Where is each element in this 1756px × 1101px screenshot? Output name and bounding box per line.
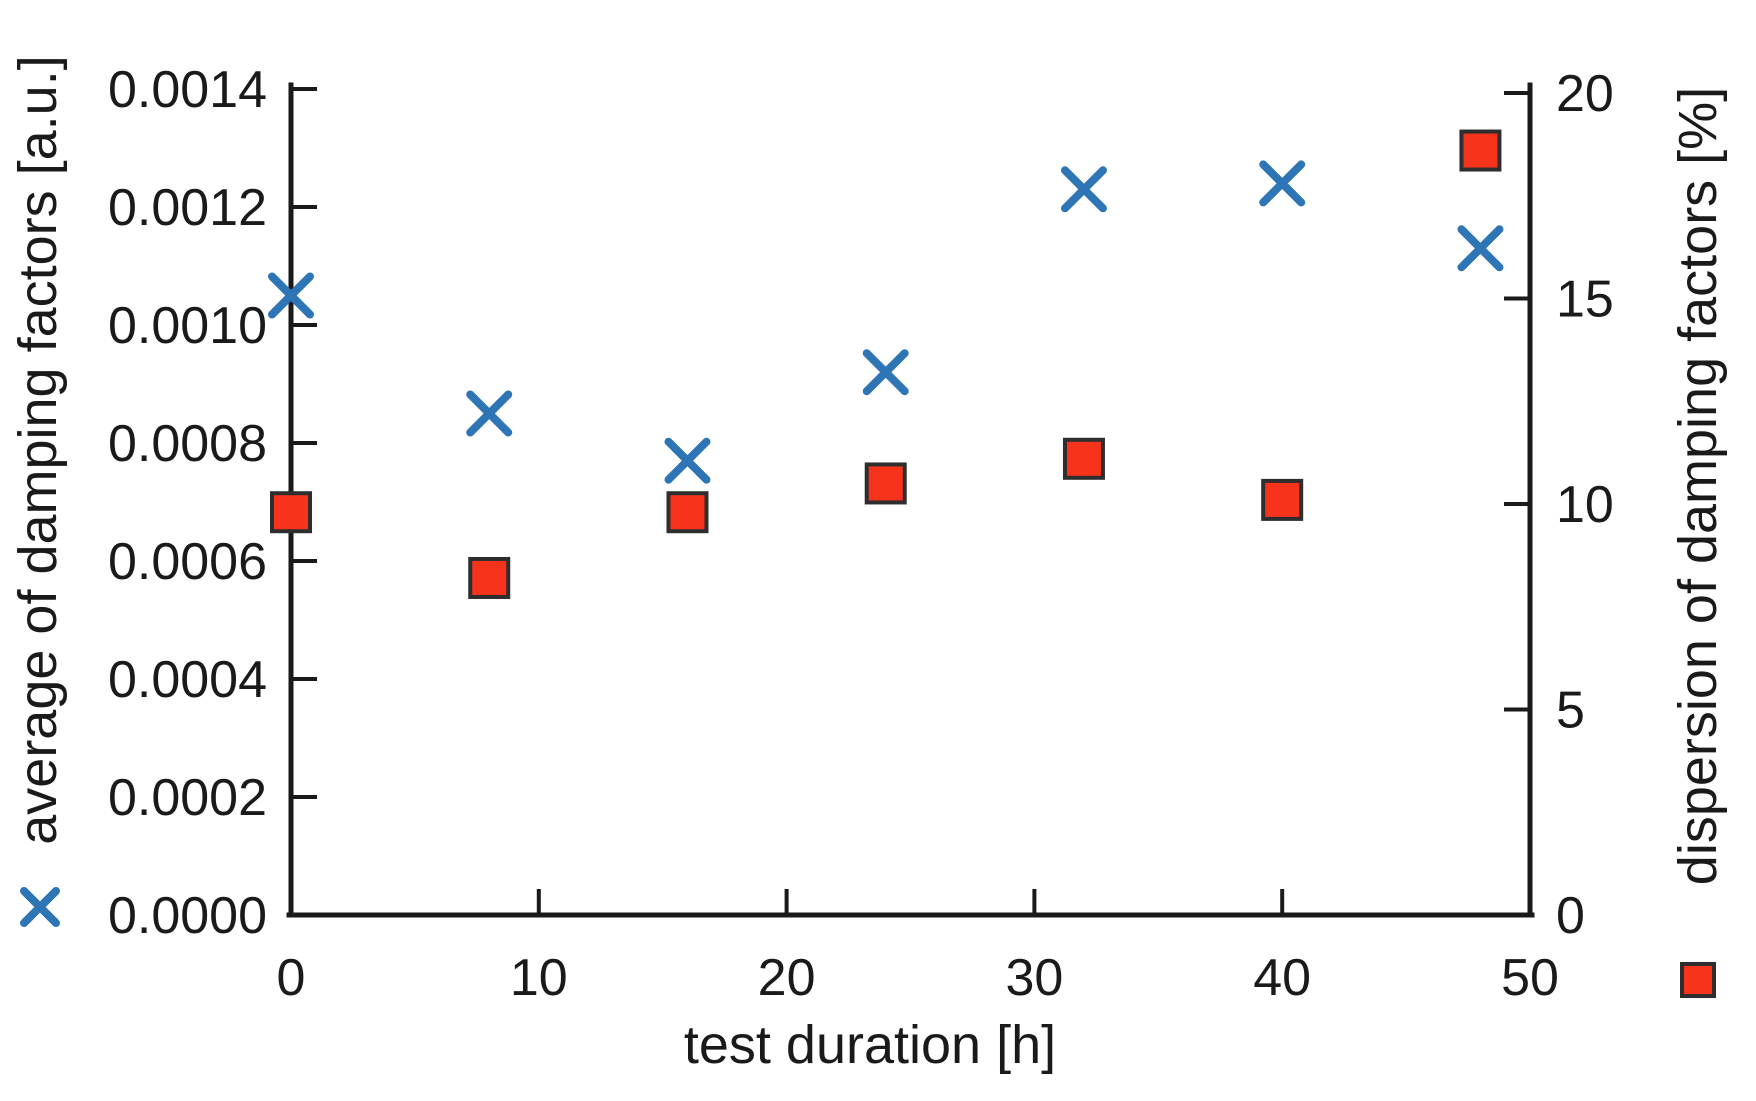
legend-average-marker	[20, 887, 60, 927]
x-axis-tick-label: 10	[510, 949, 568, 1007]
dispersion-marker	[468, 556, 511, 599]
left-axis-tick-label: 0.0014	[108, 61, 267, 119]
average-marker	[1060, 166, 1107, 213]
right-axis-tick-label: 5	[1556, 682, 1585, 740]
average-marker	[268, 272, 314, 319]
average-marker	[664, 437, 711, 484]
right-axis-tick-label: 0	[1556, 887, 1585, 945]
average-marker	[862, 349, 909, 396]
left-axis-tick-label: 0.0008	[108, 415, 267, 473]
dispersion-marker	[1062, 437, 1105, 480]
legend-layer	[20, 887, 1716, 998]
legend-dispersion-marker	[1680, 962, 1716, 998]
tick-labels-layer: 0.0000 0.0002 0.0004 0.0006 0.0008 0.0010 0.00…	[108, 61, 1614, 1007]
axes-layer	[286, 82, 1535, 918]
x-axis-tick-label: 30	[1005, 949, 1063, 1007]
x-axis-title: test duration [h]	[684, 1015, 1056, 1075]
x-axis-tick-label: 20	[758, 949, 816, 1007]
right-axis-tick-label: 15	[1556, 271, 1614, 329]
left-axis-tick-label: 0.0002	[108, 769, 267, 827]
right-axis-tick-label: 10	[1556, 476, 1614, 534]
right-axis-tick-label: 20	[1556, 65, 1614, 123]
left-axis-tick-label: 0.0010	[108, 297, 267, 355]
left-axis-tick-label: 0.0012	[108, 179, 267, 237]
left-axis-tick-label: 0.0004	[108, 651, 267, 709]
x-axis-tick-label: 40	[1253, 949, 1311, 1007]
left-axis-tick-label: 0.0006	[108, 533, 267, 591]
dispersion-marker	[666, 491, 709, 534]
x-axis-tick-label: 0	[277, 949, 306, 1007]
average-marker	[466, 390, 513, 437]
dispersion-marker	[1459, 129, 1502, 172]
data-points-layer	[268, 129, 1504, 599]
left-axis-tick-label: 0.0000	[108, 887, 267, 945]
right-axis-title: dispersion of damping factors [%]	[1668, 87, 1728, 885]
dispersion-marker	[270, 491, 312, 534]
x-axis-tick-label: 50	[1501, 949, 1559, 1007]
dispersion-marker	[864, 462, 907, 505]
left-axis-title: average of damping factors [a.u.]	[8, 55, 68, 844]
dispersion-marker	[1261, 478, 1304, 521]
average-marker	[1259, 160, 1306, 207]
average-marker	[1457, 225, 1504, 272]
